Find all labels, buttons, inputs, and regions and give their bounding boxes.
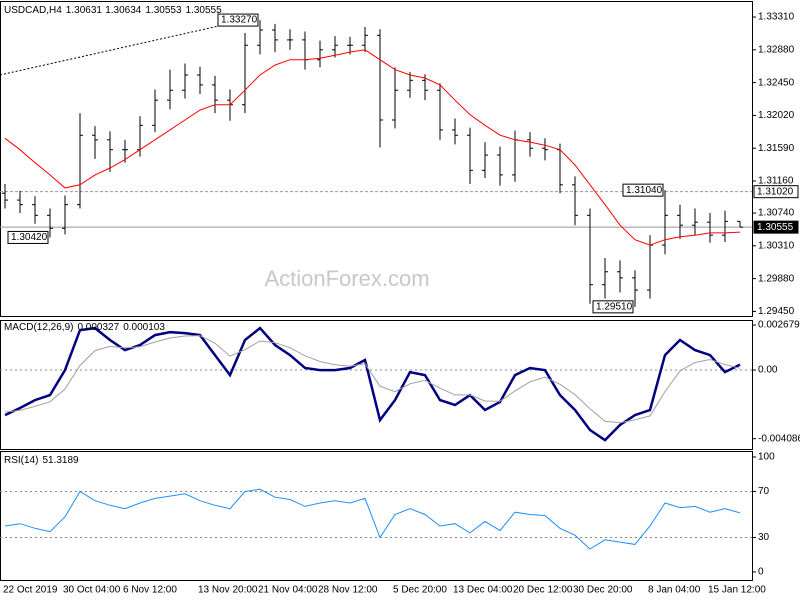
h-line-tag	[753, 220, 799, 234]
y-tick-label: 1.32880	[758, 44, 795, 55]
rsi-last: 51.3189	[42, 455, 79, 466]
x-tick-label: 20 Dec 12:00	[513, 585, 573, 596]
series-line	[4, 488, 741, 550]
rsi-title: RSI(14)	[4, 455, 38, 466]
last-open: 1.30631	[66, 5, 103, 16]
signal-last: 0.000103	[123, 322, 165, 333]
price-tag	[7, 230, 49, 244]
x-tick-label: 28 Nov 12:00	[318, 585, 378, 596]
y-tick-label: 1.29880	[758, 273, 795, 284]
price-tag-label: 1.29510	[596, 301, 633, 312]
y-tick-label: 0	[758, 567, 764, 578]
y-tick-label: 1.32450	[758, 77, 795, 88]
h-line-tag	[753, 185, 799, 199]
price-tag-label: 1.30420	[11, 232, 48, 243]
x-tick-label: 6 Nov 12:00	[123, 585, 177, 596]
y-tick-label: 1.33310	[758, 12, 795, 23]
y-tick-label: 1.29450	[758, 306, 795, 317]
y-tick-label: 30	[758, 532, 770, 543]
y-tick-label: -0.004086	[758, 433, 800, 444]
price-tag-label: 1.33270	[221, 15, 258, 26]
macd-header: MACD(12,26,9) 0.000327 0.000103	[4, 322, 165, 333]
x-tick-label: 30 Dec 20:00	[573, 585, 633, 596]
y-tick-label: 1.31590	[758, 143, 795, 154]
x-tick-label: 13 Dec 04:00	[453, 585, 513, 596]
rsi-header: RSI(14) 51.3189	[4, 455, 79, 466]
series-line	[4, 326, 741, 442]
trendline	[0, 19, 246, 76]
price-tag	[622, 183, 664, 197]
y-tick-label: 1.32020	[758, 110, 795, 121]
price-tag	[217, 13, 259, 27]
series-line	[4, 335, 741, 424]
last-close: 1.30555	[186, 5, 223, 16]
y-tick-label: 1.31160	[758, 176, 794, 187]
y-tick-label: 70	[758, 486, 770, 497]
h-line-label: 1.30555	[757, 222, 794, 233]
y-tick-label: 1.30310	[758, 240, 795, 251]
price-header: USDCAD,H4 1.30631 1.30634 1.30553 1.30555	[4, 5, 222, 16]
pane-border	[0, 320, 753, 450]
pane-border	[0, 451, 753, 581]
y-tick-label: 0.002679	[758, 320, 800, 331]
moving-average	[4, 49, 741, 246]
price-tag-label: 1.31040	[626, 185, 663, 196]
macd-title: MACD(12,26,9)	[4, 322, 73, 333]
x-tick-label: 15 Jan 12:00	[708, 585, 766, 596]
y-tick-label: 1.30740	[758, 208, 795, 219]
symbol: USDCAD,H4	[4, 5, 62, 16]
watermark: ActionForex.com	[264, 266, 429, 291]
pane-border	[0, 1, 753, 317]
macd-last: 0.000327	[77, 322, 119, 333]
y-tick-label: 0.00	[758, 365, 778, 376]
x-tick-label: 21 Nov 04:00	[258, 585, 318, 596]
x-tick-label: 8 Jan 04:00	[648, 585, 701, 596]
x-tick-label: 13 Nov 20:00	[198, 585, 258, 596]
last-low: 1.30553	[145, 5, 182, 16]
x-tick-label: 22 Oct 2019	[3, 585, 58, 596]
h-line-label: 1.31020	[757, 186, 794, 197]
x-tick-label: 5 Dec 20:00	[393, 585, 447, 596]
price-tag	[592, 300, 634, 314]
x-tick-label: 30 Oct 04:00	[63, 585, 121, 596]
last-high: 1.30634	[105, 5, 142, 16]
y-tick-label: 100	[758, 452, 775, 463]
